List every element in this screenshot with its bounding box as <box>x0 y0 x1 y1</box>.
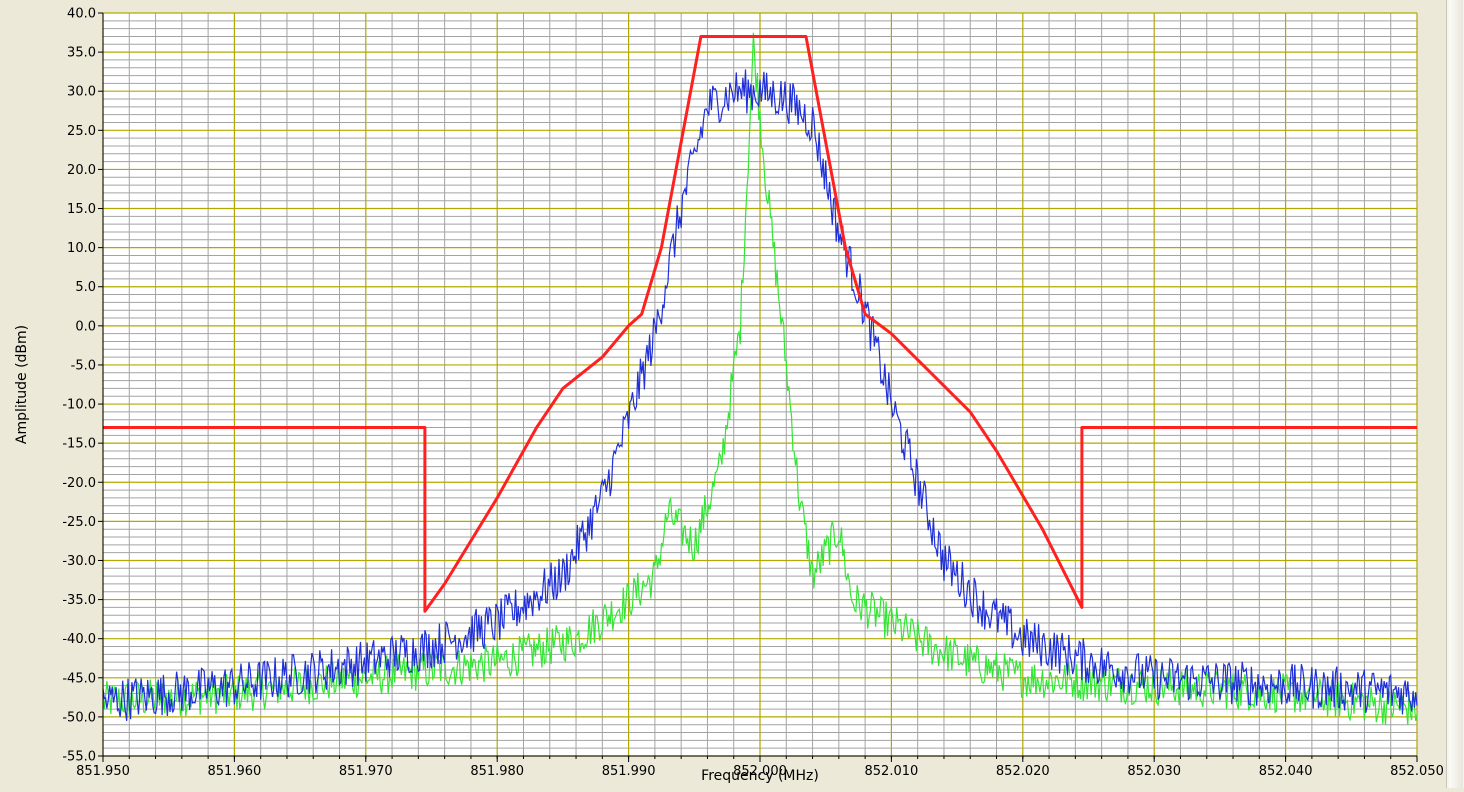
x-tick-label: 852.020 <box>996 764 1050 779</box>
x-tick-label: 852.050 <box>1390 764 1444 779</box>
y-tick-label: -20.0 <box>62 476 96 491</box>
y-tick-label: -40.0 <box>62 632 96 647</box>
series-layer <box>102 32 1418 726</box>
y-tick-label: 20.0 <box>67 163 96 178</box>
x-tick-label: 851.990 <box>602 764 656 779</box>
vertical-scrollbar[interactable] <box>1446 0 1464 788</box>
x-tick-label: 852.000 <box>733 764 787 779</box>
y-tick-label: -35.0 <box>62 593 96 608</box>
y-tick-label: -10.0 <box>62 398 96 413</box>
y-tick-label: 25.0 <box>67 124 96 139</box>
y-tick-label: -15.0 <box>62 437 96 452</box>
y-tick-label: 10.0 <box>67 241 96 256</box>
y-tick-label: 40.0 <box>67 7 96 22</box>
y-tick-label: 15.0 <box>67 202 96 217</box>
y-tick-label: 5.0 <box>75 280 96 295</box>
x-tick-label: 851.980 <box>470 764 524 779</box>
x-tick-label: 851.960 <box>208 764 262 779</box>
y-tick-label: -50.0 <box>62 710 96 725</box>
y-tick-label: 35.0 <box>67 46 96 61</box>
y-tick-label: 0.0 <box>75 319 96 334</box>
x-tick-label: 852.040 <box>1259 764 1313 779</box>
y-tick-label: -5.0 <box>71 358 96 373</box>
y-tick-label: -25.0 <box>62 515 96 530</box>
y-tick-label: 30.0 <box>67 85 96 100</box>
x-tick-label: 851.950 <box>76 764 130 779</box>
y-tick-label: -45.0 <box>62 671 96 686</box>
y-tick-label: -55.0 <box>62 750 96 765</box>
spectrum-trace-green <box>102 32 1418 726</box>
x-tick-label: 851.970 <box>339 764 393 779</box>
x-tick-label: 852.010 <box>865 764 919 779</box>
y-tick-labels: 40.0 35.0 30.0 25.0 20.0 15.0 10.0 5.0 0.0 -5.0 -1… <box>62 7 96 765</box>
scrollbar-track[interactable] <box>1449 0 1463 788</box>
mask-limit-line <box>103 35 1417 613</box>
x-axis-title: Frequency (MHz) <box>701 768 819 784</box>
axes <box>98 12 1418 762</box>
y-axis-title: Amplitude (dBm) <box>14 325 30 444</box>
x-tick-label: 852.030 <box>1127 764 1181 779</box>
spectrum-trace-blue <box>102 69 1418 721</box>
x-tick-labels: 851.950 851.960 851.970 851.980 851.990 852.0… <box>76 764 1444 779</box>
y-tick-label: -30.0 <box>62 554 96 569</box>
